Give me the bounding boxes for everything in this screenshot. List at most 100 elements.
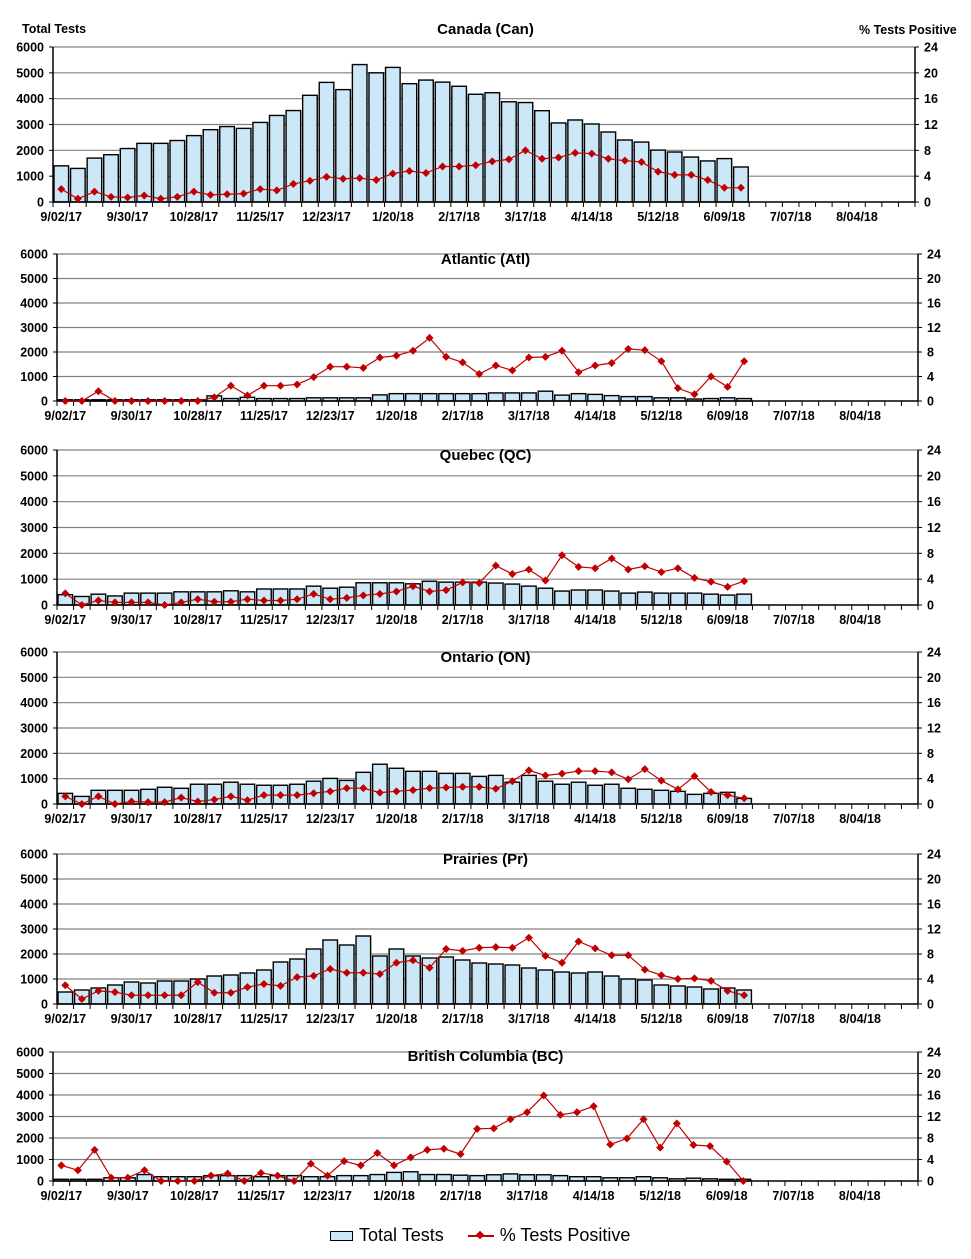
marker-pct-positive	[107, 1173, 116, 1182]
marker-pct-positive	[110, 397, 119, 405]
marker-pct-positive	[690, 573, 699, 582]
bar-total-tests	[487, 963, 504, 1005]
x-tick-label: 10/28/17	[170, 1189, 219, 1203]
legend-line-label: % Tests Positive	[499, 1225, 631, 1245]
bar-total-tests	[500, 101, 517, 203]
marker-pct-positive	[438, 162, 447, 171]
marker-pct-positive	[524, 353, 533, 362]
marker-pct-positive	[160, 798, 169, 807]
marker-pct-positive	[408, 956, 417, 965]
marker-pct-positive	[574, 562, 583, 571]
x-tick-label: 1/20/18	[372, 210, 414, 224]
bar-total-tests	[435, 1173, 452, 1182]
bar-total-tests	[338, 779, 355, 805]
bar-total-tests	[502, 1173, 519, 1182]
right-tick-label: 24	[927, 248, 941, 262]
x-tick-label: 2/17/18	[438, 210, 480, 224]
right-tick-label: 8	[924, 144, 931, 158]
bar-total-tests	[504, 392, 521, 402]
bar-total-tests	[600, 131, 617, 203]
marker-pct-positive	[720, 183, 729, 192]
right-tick-label: 24	[927, 444, 941, 458]
right-tick-label: 24	[924, 41, 938, 55]
marker-pct-positive	[703, 176, 712, 185]
marker-pct-positive	[541, 951, 550, 960]
x-tick-label: 2/17/18	[442, 1012, 484, 1026]
bar-total-tests	[487, 392, 504, 402]
panel-title-quebec: Quebec (QC)	[439, 447, 532, 464]
marker-pct-positive	[574, 767, 583, 776]
marker-pct-positive	[439, 1144, 448, 1153]
marker-pct-positive	[226, 988, 235, 997]
left-tick-label: 5000	[16, 66, 44, 80]
marker-pct-positive	[475, 943, 484, 952]
bar-total-tests	[716, 157, 733, 203]
left-tick-label: 5000	[20, 671, 48, 685]
bar-total-tests	[384, 66, 401, 203]
x-tick-label: 11/25/17	[240, 409, 288, 423]
marker-pct-positive	[425, 333, 434, 342]
marker-pct-positive	[189, 187, 198, 196]
marker-pct-positive	[707, 372, 716, 381]
marker-pct-positive	[442, 945, 451, 953]
x-tick-label: 6/09/18	[707, 613, 749, 627]
marker-pct-positive	[473, 1124, 482, 1133]
x-tick-label: 7/07/18	[772, 1189, 814, 1203]
marker-pct-positive	[657, 971, 666, 980]
marker-pct-positive	[206, 190, 215, 199]
marker-pct-positive	[123, 1173, 132, 1182]
right-tick-label: 12	[927, 722, 941, 736]
marker-pct-positive	[144, 598, 153, 607]
marker-pct-positive	[94, 387, 103, 396]
left-tick-label: 1000	[16, 170, 44, 184]
bar-total-tests	[686, 986, 703, 1005]
marker-pct-positive	[61, 792, 70, 801]
marker-pct-positive	[554, 153, 563, 162]
marker-pct-positive	[475, 782, 484, 791]
marker-pct-positive	[160, 601, 169, 609]
right-tick-label: 0	[927, 599, 934, 613]
x-tick-label: 11/25/17	[240, 1012, 288, 1026]
marker-pct-positive	[706, 1142, 715, 1151]
marker-pct-positive	[326, 362, 335, 371]
marker-pct-positive	[223, 1169, 232, 1178]
marker-pct-positive	[707, 787, 716, 796]
marker-pct-positive	[140, 1166, 149, 1175]
marker-pct-positive	[210, 988, 219, 997]
marker-pct-positive	[373, 1149, 382, 1158]
x-tick-label: 10/28/17	[173, 812, 222, 826]
bar-total-tests	[438, 392, 455, 402]
marker-pct-positive	[127, 991, 136, 1000]
marker-pct-positive	[622, 1134, 631, 1143]
marker-pct-positive	[388, 169, 397, 178]
marker-pct-positive	[475, 579, 484, 588]
marker-pct-positive	[259, 381, 268, 390]
x-tick-label: 5/12/18	[640, 613, 682, 627]
marker-pct-positive	[491, 361, 500, 370]
marker-pct-positive	[556, 1110, 565, 1119]
marker-pct-positive	[259, 980, 268, 988]
marker-pct-positive	[127, 598, 136, 607]
x-tick-label: 8/04/18	[836, 210, 878, 224]
x-tick-label: 6/09/18	[704, 210, 746, 224]
left-tick-label: 2000	[20, 346, 48, 360]
marker-pct-positive	[359, 363, 368, 372]
marker-pct-positive	[342, 784, 351, 793]
marker-pct-positive	[193, 595, 202, 604]
marker-pct-positive	[606, 1140, 615, 1149]
marker-pct-positive	[607, 554, 616, 563]
x-tick-label: 8/04/18	[839, 1189, 881, 1203]
x-tick-label: 7/07/18	[773, 1012, 815, 1026]
right-tick-label: 0	[927, 998, 934, 1012]
marker-pct-positive	[290, 1177, 299, 1185]
marker-pct-positive	[61, 981, 70, 990]
bar-total-tests	[550, 122, 567, 203]
marker-pct-positive	[657, 776, 666, 785]
marker-pct-positive	[541, 771, 550, 780]
marker-pct-positive	[309, 971, 318, 980]
bar-total-tests	[554, 394, 570, 402]
bar-total-tests	[636, 788, 653, 805]
x-tick-label: 5/12/18	[639, 1189, 681, 1203]
marker-pct-positive	[707, 976, 716, 985]
x-tick-label: 12/23/17	[306, 613, 355, 627]
